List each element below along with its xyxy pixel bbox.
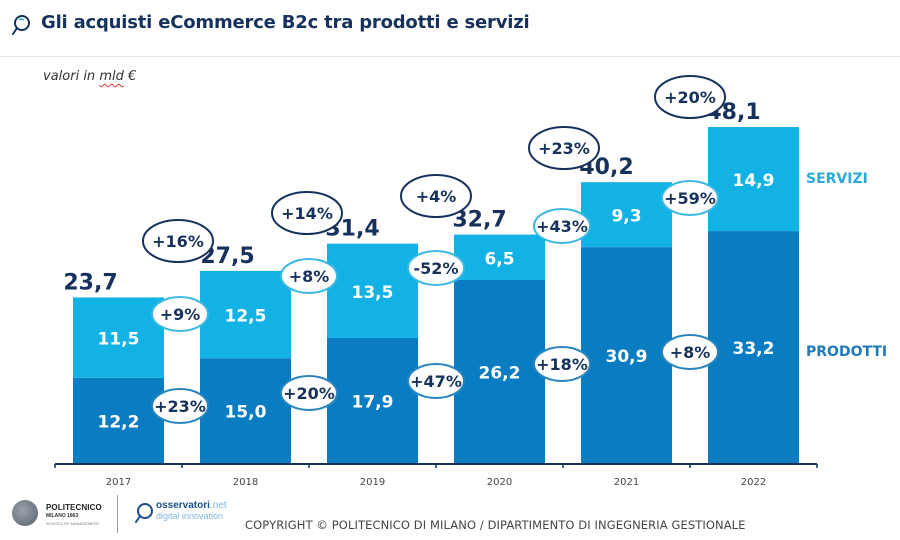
growth-total-2022-oval <box>654 75 726 119</box>
total-label-2017: 23,7 <box>63 270 117 295</box>
bar-servizi-2017 <box>73 297 164 378</box>
unit-mld: mld <box>99 69 124 84</box>
growth-servizi-2019-oval <box>280 258 338 294</box>
growth-prodotti-2022-oval <box>661 334 719 370</box>
label-servizi-2018: 12,5 <box>225 307 267 327</box>
label-prodotti-2017: 12,2 <box>98 412 140 432</box>
header: Gli acquisti eCommerce B2c tra prodotti … <box>0 0 900 57</box>
x-tick-label-2022: 2022 <box>741 477 766 488</box>
growth-total-2018-label: +16% <box>152 232 204 251</box>
oss-name-net: .net <box>209 500 227 511</box>
growth-total-2022-label: +20% <box>664 88 716 107</box>
x-tick-label-2019: 2019 <box>360 477 385 488</box>
growth-total-2021-oval <box>528 126 600 170</box>
growth-total-2019-label: +14% <box>281 204 333 223</box>
bar-servizi-2019 <box>327 243 418 338</box>
growth-servizi-2022-oval <box>661 180 719 216</box>
magnifier-speech-icon <box>12 15 30 35</box>
politecnico-logo: POLITECNICO MILANO 1863 SCHOOL OF MANAGE… <box>10 496 120 532</box>
bar-prodotti-2019 <box>327 337 418 463</box>
growth-servizi-2022-label: +59% <box>664 189 716 208</box>
bar-prodotti-2017 <box>73 377 164 463</box>
bar-prodotti-2020 <box>454 279 545 463</box>
growth-prodotti-2018-oval <box>151 388 209 424</box>
growth-servizi-2018-oval <box>151 296 209 332</box>
growth-prodotti-2022-label: +8% <box>670 343 711 362</box>
politecnico-sub: MILANO 1863 <box>46 513 79 519</box>
label-servizi-2020: 6,5 <box>484 249 514 269</box>
growth-total-2020-oval <box>400 174 472 218</box>
growth-total-2021-label: +23% <box>538 139 590 158</box>
x-tick-label-2017: 2017 <box>106 477 131 488</box>
unit-suffix: € <box>123 69 137 84</box>
label-prodotti-2021: 30,9 <box>606 347 648 367</box>
label-servizi-2017: 11,5 <box>98 330 140 350</box>
growth-servizi-2020-label: -52% <box>414 259 459 278</box>
growth-servizi-2019-label: +8% <box>289 267 330 286</box>
copyright: COPYRIGHT © POLITECNICO DI MILANO / DIPA… <box>245 518 746 532</box>
bar-servizi-2021 <box>581 182 672 248</box>
chart-title: Gli acquisti eCommerce B2c tra prodotti … <box>41 12 530 33</box>
growth-servizi-2018-label: +9% <box>160 305 201 324</box>
legend-servizi: SERVIZI <box>806 171 868 187</box>
unit-prefix: valori in <box>43 69 100 84</box>
growth-servizi-2021-label: +43% <box>536 217 588 236</box>
bar-prodotti-2021 <box>581 247 672 463</box>
osservatori-name: osservatori.net <box>156 500 227 511</box>
bar-prodotti-2018 <box>200 358 291 463</box>
growth-prodotti-2021-oval <box>533 346 591 382</box>
unit-label: valori in mld € <box>43 69 136 84</box>
growth-prodotti-2020-label: +47% <box>410 372 462 391</box>
osservatori-icon <box>135 503 153 523</box>
growth-prodotti-2018-label: +23% <box>154 397 206 416</box>
growth-prodotti-2021-label: +18% <box>536 355 588 374</box>
politecnico-name: POLITECNICO <box>46 503 102 512</box>
label-prodotti-2020: 26,2 <box>479 363 521 383</box>
bar-prodotti-2022 <box>708 231 799 463</box>
growth-total-2019-oval <box>271 191 343 235</box>
growth-prodotti-2019-oval <box>280 375 338 411</box>
label-servizi-2021: 9,3 <box>611 207 641 227</box>
x-tick-label-2021: 2021 <box>614 477 639 488</box>
politecnico-seal-icon <box>12 500 38 526</box>
total-label-2020: 32,7 <box>452 208 506 233</box>
growth-servizi-2021-oval <box>533 208 591 244</box>
bar-servizi-2020 <box>454 234 545 280</box>
x-tick-label-2018: 2018 <box>233 477 258 488</box>
growth-total-2020-label: +4% <box>416 187 457 206</box>
growth-servizi-2020-oval <box>407 250 465 286</box>
footer-divider <box>117 495 118 533</box>
osservatori-logo: osservatori.net digital innovation <box>134 500 244 530</box>
legend-prodotti: PRODOTTI <box>806 344 887 360</box>
osservatori-tagline: digital innovation <box>156 511 224 521</box>
bar-servizi-2022 <box>708 127 799 232</box>
oss-name-main: osservatori <box>156 500 210 511</box>
label-servizi-2019: 13,5 <box>352 283 394 303</box>
growth-prodotti-2020-oval <box>407 363 465 399</box>
growth-total-2018-oval <box>142 219 214 263</box>
label-prodotti-2022: 33,2 <box>733 339 775 359</box>
label-prodotti-2018: 15,0 <box>225 403 267 423</box>
bar-servizi-2018 <box>200 270 291 359</box>
x-tick-label-2020: 2020 <box>487 477 512 488</box>
label-prodotti-2019: 17,9 <box>352 392 394 412</box>
growth-prodotti-2019-label: +20% <box>283 384 335 403</box>
label-servizi-2022: 14,9 <box>733 171 775 191</box>
politecnico-school: SCHOOL OF MANAGEMENT <box>46 521 100 526</box>
